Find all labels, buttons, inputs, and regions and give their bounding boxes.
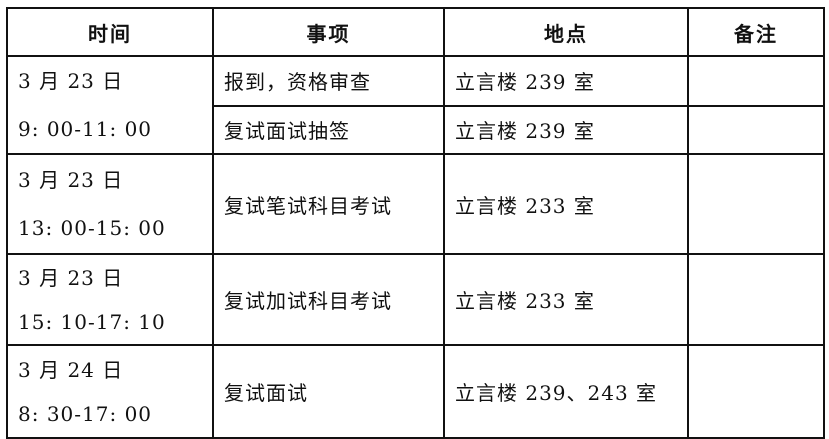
header-time: 时间 — [6, 7, 214, 57]
time-text: 9: 00-11: 00 — [18, 117, 153, 141]
date-text: 3 月 23 日 — [18, 69, 124, 93]
time-text: 8: 30-17: 00 — [18, 401, 153, 426]
time-cell: 3 月 23 日 15: 10-17: 10 — [6, 253, 214, 346]
place-cell: 立言楼 239、243 室 — [443, 344, 689, 439]
note-cell — [687, 55, 825, 107]
note-cell — [687, 253, 825, 346]
task-cell: 复试面试抽签 — [212, 104, 445, 156]
table-row: 3 月 23 日 15: 10-17: 10 复试加试科目考试 立言楼 233 … — [6, 253, 825, 346]
table-row: 复试面试抽签 立言楼 239 室 — [7, 104, 825, 156]
header-place: 地点 — [443, 7, 689, 57]
note-cell — [687, 104, 825, 156]
time-cell: 3 月 23 日 9: 00-11: 00 — [6, 55, 214, 155]
task-cell: 报到，资格审查 — [212, 55, 445, 107]
time-text: 15: 10-17: 10 — [18, 309, 166, 334]
date-text: 3 月 24 日 — [18, 357, 124, 382]
note-cell — [687, 153, 825, 255]
header-note: 备注 — [687, 7, 825, 57]
header-task: 事项 — [212, 7, 445, 57]
place-cell: 立言楼 233 室 — [443, 253, 689, 346]
place-cell: 立言楼 239 室 — [443, 55, 689, 107]
schedule-table: 时间 事项 地点 备注 3 月 23 日 9: 00-11: 00 报到，资格审… — [6, 7, 825, 439]
note-cell — [687, 344, 825, 439]
time-cell: 3 月 23 日 13: 00-15: 00 — [6, 153, 214, 255]
task-cell: 复试面试 — [212, 344, 445, 439]
task-cell: 复试笔试科目考试 — [212, 153, 445, 255]
time-text: 13: 00-15: 00 — [18, 216, 166, 240]
task-cell: 复试加试科目考试 — [212, 253, 445, 346]
table-row: 3 月 23 日 9: 00-11: 00 报到，资格审查 立言楼 239 室 — [6, 55, 825, 155]
table-row: 3 月 23 日 13: 00-15: 00 复试笔试科目考试 立言楼 233 … — [6, 153, 825, 255]
table-row: 3 月 24 日 8: 30-17: 00 复试面试 立言楼 239、243 室 — [6, 344, 825, 439]
date-text: 3 月 23 日 — [18, 168, 124, 192]
date-text: 3 月 23 日 — [18, 265, 124, 290]
header-row: 时间 事项 地点 备注 — [6, 7, 825, 57]
place-cell: 立言楼 239 室 — [443, 104, 689, 156]
place-cell: 立言楼 233 室 — [443, 153, 689, 255]
time-cell: 3 月 24 日 8: 30-17: 00 — [6, 344, 214, 439]
